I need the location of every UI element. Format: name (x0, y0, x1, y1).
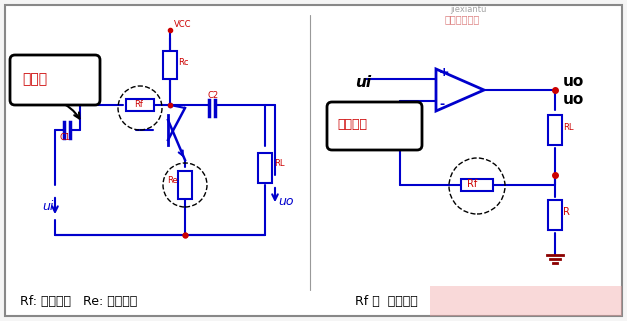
Text: Rc: Rc (178, 58, 189, 67)
FancyBboxPatch shape (10, 55, 100, 105)
Text: ui: ui (355, 75, 371, 90)
Text: uo: uo (563, 74, 584, 89)
Text: VCC: VCC (174, 20, 191, 29)
Bar (126, 99, 154, 111)
Text: C2: C2 (208, 91, 219, 100)
Bar (178, 171, 192, 199)
Text: Rf: 并联反馈   Re: 串联反馈: Rf: 并联反馈 Re: 串联反馈 (20, 295, 137, 308)
Bar (258, 153, 272, 183)
Text: uo: uo (563, 92, 584, 107)
Text: Rf: Rf (134, 100, 143, 109)
Text: ui: ui (42, 200, 53, 213)
Bar (548, 200, 562, 230)
Bar (163, 51, 177, 79)
Text: RL: RL (274, 159, 285, 168)
Text: -: - (439, 98, 444, 111)
Text: 电工技术之家: 电工技术之家 (445, 14, 480, 24)
Text: uo: uo (278, 195, 293, 208)
Text: RL: RL (563, 123, 574, 132)
Bar (548, 115, 562, 145)
Text: 看信号源: 看信号源 (337, 118, 367, 131)
FancyBboxPatch shape (327, 102, 422, 150)
Text: Rf ：  串联反馈: Rf ： 串联反馈 (355, 295, 418, 308)
Text: R: R (563, 207, 570, 217)
Bar (430, 286, 622, 316)
Text: Re: Re (167, 176, 177, 185)
Text: C1: C1 (59, 133, 70, 142)
Text: +: + (439, 66, 450, 79)
Text: Rf: Rf (467, 179, 477, 189)
Text: jiexiantu: jiexiantu (450, 5, 487, 14)
Text: 看基极: 看基极 (22, 72, 47, 86)
Bar (461, 179, 493, 191)
